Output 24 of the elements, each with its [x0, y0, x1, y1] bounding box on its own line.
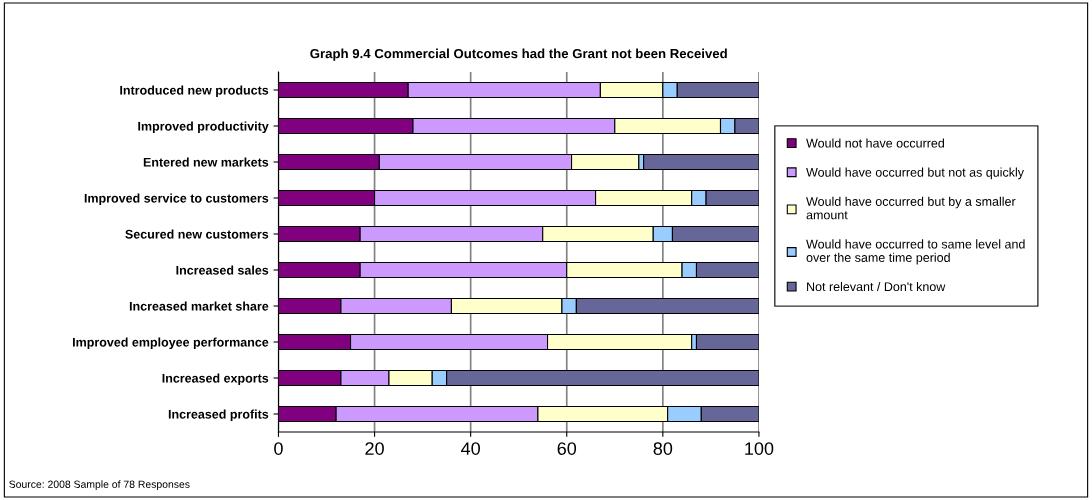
legend-label: Would have occurred but by a smaller amount [806, 196, 1016, 220]
legend-label: Not relevant / Don't know [807, 281, 946, 292]
x-tick-label: 40 [461, 442, 480, 455]
chart-title: Graph 9.4 Commercial Outcomes had the Grant not been Received [310, 48, 727, 61]
legend-label: Would have occurred but not as quickly [806, 167, 1024, 180]
legend-label: Would not have occurred [806, 138, 944, 148]
y-tick-label: Increased exports [162, 373, 269, 386]
y-tick-label: Improved employee performance [72, 337, 269, 350]
y-tick-label: Introduced new products [120, 85, 269, 98]
y-tick-label: Increased sales [176, 265, 269, 275]
y-tick-label: Increased profits [168, 409, 269, 422]
source-note: Source: 2008 Sample of 78 Responses [9, 480, 190, 490]
y-tick-label: Entered new markets [143, 157, 269, 167]
x-tick-label: 0 [274, 442, 283, 455]
x-tick-label: 60 [557, 442, 577, 455]
bar [695, 333, 759, 351]
x-tick-label: 20 [365, 442, 384, 455]
y-tick-label: Improved productivity [138, 121, 269, 134]
y-tick-label: Secured new customers [125, 229, 269, 239]
y-tick-label: Improved service to customers [84, 193, 269, 206]
y-tick-label: Increased market share [129, 301, 269, 311]
legend-label: Would have occurred to same level and over the same time period [806, 239, 1025, 265]
x-tick-label: 80 [653, 442, 673, 455]
x-tick-label: 100 [745, 442, 774, 455]
